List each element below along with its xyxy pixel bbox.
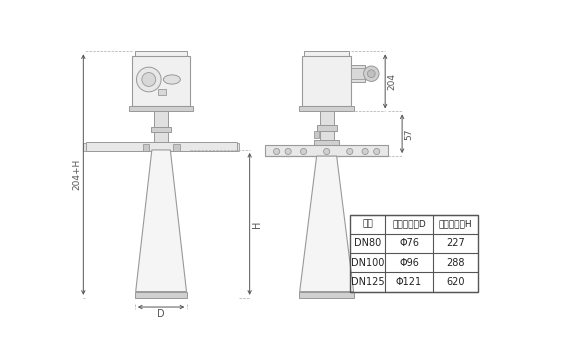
Text: DN125: DN125 <box>351 277 384 287</box>
Text: 57: 57 <box>405 128 414 139</box>
Bar <box>132 56 191 106</box>
Bar <box>265 145 388 156</box>
Text: 喇叭口直径D: 喇叭口直径D <box>392 220 426 229</box>
Text: Φ76: Φ76 <box>399 238 419 249</box>
Polygon shape <box>300 156 353 292</box>
Bar <box>151 127 171 132</box>
Bar <box>154 132 168 144</box>
Bar <box>129 106 193 111</box>
Circle shape <box>137 67 161 92</box>
Circle shape <box>374 149 380 155</box>
Circle shape <box>300 149 307 155</box>
Polygon shape <box>135 150 187 292</box>
Text: DN80: DN80 <box>354 238 381 249</box>
Circle shape <box>324 149 329 155</box>
Bar <box>139 144 183 150</box>
Ellipse shape <box>163 75 180 84</box>
Bar <box>83 143 86 151</box>
Bar <box>350 215 477 292</box>
Text: 227: 227 <box>446 238 465 249</box>
Bar <box>86 142 237 151</box>
Bar <box>299 292 354 298</box>
Circle shape <box>274 149 280 155</box>
Bar <box>143 144 149 151</box>
Bar <box>314 140 339 145</box>
Bar <box>304 51 349 56</box>
Circle shape <box>368 70 375 78</box>
Bar <box>135 292 187 298</box>
Text: Φ96: Φ96 <box>399 258 419 268</box>
Circle shape <box>285 149 291 155</box>
Circle shape <box>347 149 353 155</box>
Circle shape <box>362 149 368 155</box>
Bar <box>154 111 168 127</box>
Bar <box>320 131 333 140</box>
Bar <box>316 125 337 131</box>
Text: Φ121: Φ121 <box>396 277 422 287</box>
Bar <box>351 68 372 79</box>
Bar <box>174 144 180 151</box>
Text: DN100: DN100 <box>351 258 384 268</box>
Text: 288: 288 <box>446 258 464 268</box>
Text: H: H <box>252 220 262 228</box>
Bar <box>302 56 351 106</box>
Text: 620: 620 <box>446 277 464 287</box>
Text: 204: 204 <box>387 73 397 90</box>
Bar <box>135 51 187 56</box>
Bar <box>299 106 354 111</box>
Bar <box>158 89 166 95</box>
Bar <box>314 131 319 138</box>
Bar <box>351 65 365 82</box>
Text: 法兰: 法兰 <box>362 220 373 229</box>
Text: 204+H: 204+H <box>72 159 81 190</box>
Text: 喇叭口高度H: 喇叭口高度H <box>439 220 472 229</box>
Bar <box>237 143 239 151</box>
Circle shape <box>364 66 379 82</box>
Bar <box>320 111 333 125</box>
Text: D: D <box>157 309 165 319</box>
Circle shape <box>142 72 156 86</box>
